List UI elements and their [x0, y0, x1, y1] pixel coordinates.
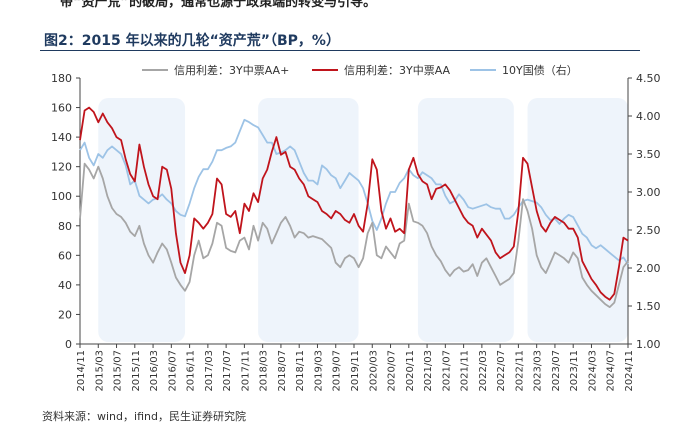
x-tick-label: 2015/07: [113, 350, 124, 392]
x-tick-label: 2018/03: [259, 350, 270, 392]
left-tick-label: 140: [51, 131, 72, 144]
right-tick-label: 1.00: [636, 338, 661, 351]
series-10y-bond-line: [79, 118, 629, 265]
figure-title: 图2：2015 年以来的几轮“资产荒”（BP，%）: [44, 33, 340, 49]
x-tick-label: 2021/07: [441, 350, 452, 392]
shaded-period-4: [527, 98, 628, 342]
right-tick-label: 4.50: [636, 72, 661, 85]
left-tick-label: 180: [51, 72, 72, 85]
x-tick-label: 2019/11: [350, 350, 361, 392]
x-tick-label: 2019/03: [313, 350, 324, 392]
credit-spread-chart: 0 20 40 60 80 100 120 140 160 180 1.00 1.50 2.00 2.50…: [51, 63, 661, 392]
x-tick-label: 2018/07: [277, 350, 288, 392]
shaded-period-2: [258, 98, 359, 342]
left-tick-label: 60: [58, 249, 72, 262]
x-tick-label: 2016/11: [186, 350, 197, 392]
legend-label-2: 信用利差：3Y中票AA: [344, 63, 451, 77]
x-tick-label: 2016/07: [167, 350, 178, 392]
left-tick-label: 160: [51, 102, 72, 115]
x-tick-label: 2020/07: [387, 350, 398, 392]
x-tick-label: 2020/11: [405, 350, 416, 392]
x-tick-label: 2022/03: [478, 350, 489, 392]
x-tick-label: 2022/11: [514, 350, 525, 392]
right-tick-label: 4.00: [636, 110, 661, 123]
x-tick-label: 2023/03: [533, 350, 544, 392]
x-tick-label: 2022/07: [496, 350, 507, 392]
x-tick-label: 2018/11: [295, 350, 306, 392]
chart-axes: 0 20 40 60 80 100 120 140 160 180 1.00 1.50 2.00 2.50…: [51, 72, 661, 392]
x-tick-label: 2024/11: [624, 350, 635, 392]
preceding-text-fragment: 带“资产荒”的破局，通常也源于政策端的转变与引导。: [60, 0, 377, 10]
left-tick-label: 120: [51, 161, 72, 174]
title-underline: [40, 50, 640, 51]
right-tick-label: 2.50: [636, 224, 661, 237]
x-tick-label: 2016/03: [149, 350, 160, 392]
right-tick-label: 2.00: [636, 262, 661, 275]
x-tick-label: 2023/11: [569, 350, 580, 392]
x-tick-label: 2024/03: [587, 350, 598, 392]
x-tick-label: 2024/07: [606, 350, 617, 392]
left-tick-label: 0: [65, 338, 72, 351]
x-tick-label: 2017/07: [222, 350, 233, 392]
right-tick-label: 3.50: [636, 148, 661, 161]
x-tick-label: 2019/07: [332, 350, 343, 392]
x-tick-label: 2015/03: [94, 350, 105, 392]
x-tick-label: 2021/03: [423, 350, 434, 392]
series-aa-line: [79, 106, 629, 301]
series-aa-plus-line: [79, 162, 629, 308]
x-tick-label: 2021/11: [460, 350, 471, 392]
x-tick-label: 2017/11: [240, 350, 251, 392]
right-tick-label: 1.50: [636, 300, 661, 313]
legend-label-3: 10Y国债（右）: [502, 63, 578, 77]
x-tick-label: 2015/11: [131, 350, 142, 392]
shaded-period-1: [98, 98, 186, 342]
left-tick-label: 20: [58, 308, 72, 321]
left-tick-label: 100: [51, 190, 72, 203]
x-tick-label: 2014/11: [76, 350, 87, 392]
x-tick-label: 2023/07: [551, 350, 562, 392]
left-tick-label: 80: [58, 220, 72, 233]
legend-label-1: 信用利差：3Y中票AA+: [174, 63, 289, 77]
chart-lines: [79, 106, 629, 308]
x-tick-label: 2020/03: [368, 350, 379, 392]
x-tick-label: 2017/03: [204, 350, 215, 392]
source-note: 资料来源：wind，ifind，民生证券研究院: [42, 410, 246, 423]
shaded-periods: [98, 98, 628, 342]
chart-legend: 信用利差：3Y中票AA+ 信用利差：3Y中票AA 10Y国债（右）: [142, 63, 578, 77]
right-tick-label: 3.00: [636, 186, 661, 199]
left-tick-label: 40: [58, 279, 72, 292]
